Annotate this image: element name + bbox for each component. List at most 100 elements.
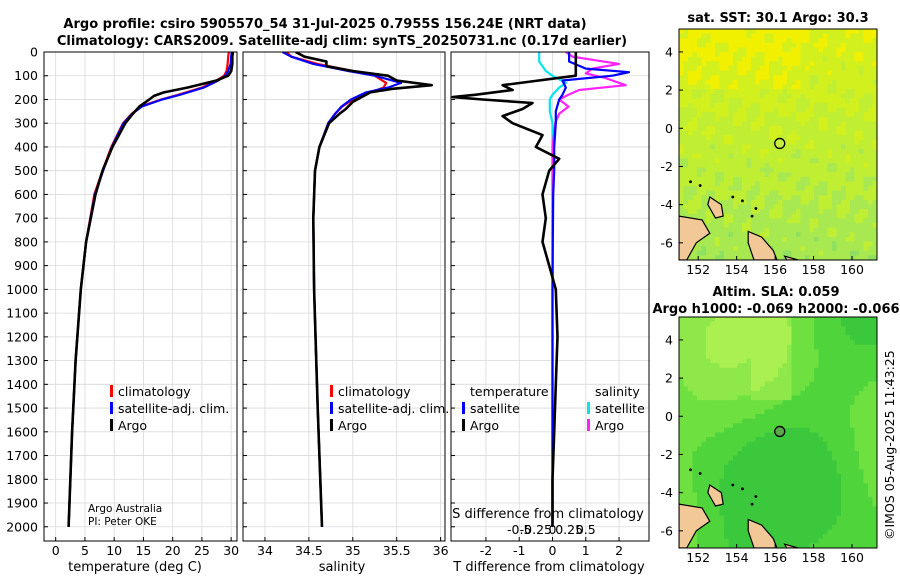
- heatmap-cell: [818, 330, 824, 337]
- heatmap-cell: [796, 520, 802, 526]
- heatmap-cell: [868, 56, 874, 62]
- heatmap-cell: [764, 469, 770, 475]
- heatmap-cell: [832, 418, 838, 424]
- heatmap-cell: [778, 367, 784, 374]
- heatmap-cell: [728, 423, 734, 429]
- heatmap-cell: [818, 414, 824, 420]
- depth-tick-label: 1400: [6, 377, 38, 392]
- heatmap-cell: [692, 29, 698, 35]
- heatmap-cell: [823, 543, 829, 548]
- heatmap-cell: [683, 190, 689, 196]
- heatmap-cell: [769, 107, 775, 113]
- heatmap-cell: [791, 56, 797, 62]
- heatmap-cell: [850, 497, 856, 503]
- heatmap-cell: [778, 349, 784, 355]
- heatmap-cell: [850, 501, 856, 508]
- land-polygon: [707, 484, 724, 507]
- heatmap-cell: [733, 241, 739, 247]
- heatmap-cell: [872, 218, 877, 224]
- heatmap-cell: [733, 423, 739, 429]
- heatmap-cell: [818, 469, 824, 475]
- heatmap-cell: [751, 190, 757, 196]
- heatmap-cell: [692, 381, 698, 387]
- heatmap-cell: [728, 186, 734, 192]
- heatmap-cell: [742, 423, 748, 429]
- heatmap-cell: [742, 474, 748, 480]
- heatmap-cell: [841, 98, 847, 104]
- heatmap-cell: [769, 195, 775, 201]
- heatmap-cell: [809, 232, 815, 238]
- heatmap-cell: [814, 543, 820, 548]
- heatmap-cell: [679, 367, 685, 374]
- heatmap-cell: [724, 107, 730, 113]
- heatmap-cell: [854, 404, 860, 410]
- heatmap-cell: [706, 441, 712, 447]
- islet: [698, 472, 702, 475]
- heatmap-cell: [850, 437, 856, 443]
- heatmap-cell: [845, 47, 851, 53]
- heatmap-cell: [863, 317, 869, 323]
- heatmap-cell: [832, 209, 838, 215]
- heatmap-cell: [737, 186, 743, 192]
- heatmap-cell: [832, 112, 838, 118]
- heatmap-cell: [832, 492, 838, 498]
- legend-header-salinity: salinity: [595, 384, 640, 399]
- heatmap-cell: [854, 190, 860, 196]
- heatmap-cell: [782, 441, 788, 447]
- heatmap-cell: [706, 186, 712, 192]
- heatmap-cell: [868, 400, 874, 406]
- heatmap-cell: [724, 474, 730, 480]
- heatmap-cell: [782, 353, 788, 360]
- heatmap-cell: [715, 455, 721, 461]
- heatmap-cell: [769, 414, 775, 420]
- heatmap-cell: [809, 372, 815, 378]
- heatmap-cell: [773, 321, 779, 327]
- heatmap-cell: [724, 529, 730, 535]
- heatmap-cell: [805, 520, 811, 526]
- heatmap-cell: [872, 432, 877, 438]
- heatmap-cell: [823, 460, 829, 466]
- heatmap-cell: [854, 52, 860, 58]
- heatmap-cell: [737, 70, 743, 76]
- heatmap-cell: [832, 524, 838, 531]
- depth-tick-label: 800: [14, 234, 38, 249]
- heatmap-cell: [796, 381, 802, 387]
- heatmap-cell: [706, 349, 712, 355]
- heatmap-cell: [872, 116, 877, 122]
- heatmap-cell: [715, 181, 721, 187]
- heatmap-cell: [823, 340, 829, 346]
- heatmap-cell: [872, 158, 877, 164]
- legend-label-s-satellite: satellite: [595, 401, 645, 416]
- heatmap-cell: [728, 126, 734, 132]
- heatmap-cell: [805, 487, 811, 494]
- heatmap-cell: [850, 176, 856, 183]
- heatmap-cell: [800, 236, 806, 243]
- heatmap-cell: [733, 126, 739, 132]
- heatmap-cell: [854, 79, 860, 86]
- heatmap-cell: [688, 56, 694, 62]
- heatmap-cell: [692, 469, 698, 475]
- heatmap-cell: [737, 121, 743, 127]
- heatmap-cell: [769, 497, 775, 503]
- heatmap-cell: [836, 158, 842, 164]
- heatmap-cell: [751, 167, 757, 173]
- heatmap-cell: [832, 520, 838, 526]
- heatmap-cell: [863, 432, 869, 438]
- heatmap-cell: [683, 326, 689, 332]
- heatmap-cell: [751, 464, 757, 471]
- heatmap-cell: [796, 460, 802, 466]
- heatmap-cell: [787, 464, 793, 471]
- heatmap-cell: [715, 223, 721, 229]
- heatmap-cell: [841, 172, 847, 178]
- heatmap-cell: [679, 130, 685, 136]
- heatmap-cell: [683, 446, 689, 452]
- heatmap-cell: [809, 236, 815, 243]
- heatmap-cell: [809, 102, 815, 109]
- heatmap-cell: [796, 446, 802, 452]
- heatmap-cell: [755, 149, 761, 155]
- heatmap-cell: [868, 186, 874, 192]
- heatmap-cell: [701, 139, 707, 146]
- heatmap-cell: [728, 372, 734, 378]
- heatmap-cell: [728, 172, 734, 178]
- heatmap-cell: [805, 501, 811, 508]
